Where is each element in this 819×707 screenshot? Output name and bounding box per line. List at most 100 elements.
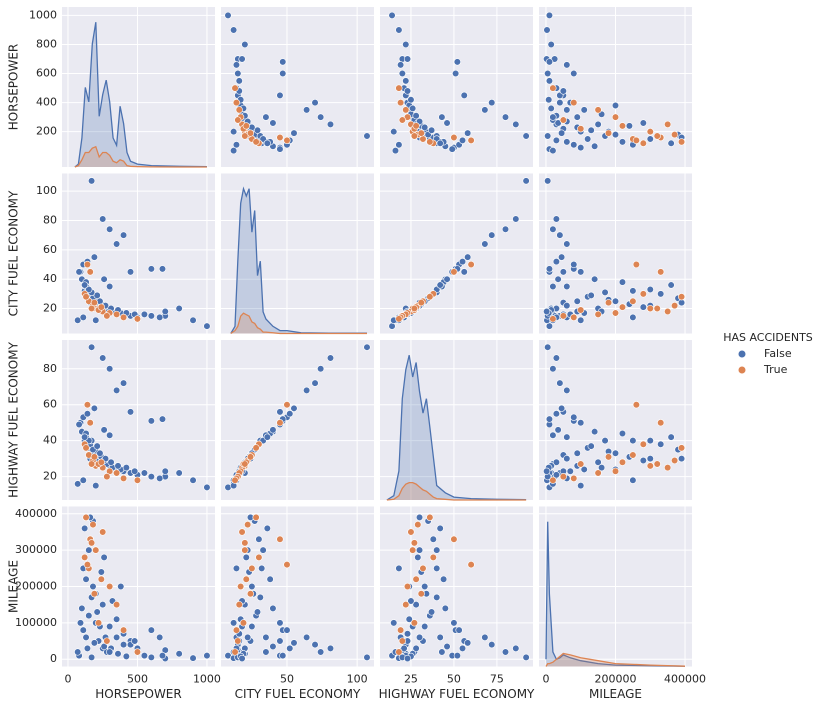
scatter-point: [76, 619, 85, 627]
x-tick-label: 75: [490, 673, 504, 686]
scatter-point: [563, 106, 571, 114]
scatter-point: [114, 462, 122, 470]
scatter-point: [189, 476, 197, 484]
scatter-point: [246, 590, 255, 598]
y-tick-label: 1000: [29, 8, 57, 21]
kde-line: [74, 145, 207, 168]
scatter-point: [262, 633, 270, 642]
scatter-point: [554, 275, 562, 283]
scatter-point: [632, 136, 640, 145]
y-tick-label: 400000: [15, 507, 57, 520]
panel: [380, 340, 533, 500]
panel: [62, 173, 215, 334]
scatter-point: [86, 268, 94, 276]
scatter-point: [276, 408, 284, 416]
scatter-point: [601, 288, 609, 296]
scatter-point: [591, 428, 599, 436]
scatter-point: [657, 268, 665, 276]
scatter-point: [231, 476, 239, 484]
scatter-point: [175, 469, 183, 477]
scatter-point: [629, 476, 637, 484]
scatter-point: [133, 476, 142, 484]
scatter-point: [577, 125, 585, 133]
scatter-point: [99, 354, 107, 362]
scatter-point: [82, 633, 90, 642]
scatter-point: [629, 287, 637, 295]
panel: [221, 7, 374, 167]
scatter-point: [421, 622, 429, 631]
x-tick-label: 400000: [664, 673, 706, 686]
scatter-point: [90, 404, 98, 412]
scatter-point: [224, 11, 232, 20]
scatter-point: [242, 553, 250, 562]
y-tick-label: 40: [43, 272, 57, 285]
scatter-point: [410, 132, 418, 140]
scatter-point: [460, 268, 468, 276]
scatter-point: [279, 651, 287, 660]
x-tick-label: 1000: [193, 673, 221, 686]
scatter-point: [253, 608, 262, 616]
scatter-point: [158, 415, 167, 423]
scatter-point: [234, 637, 242, 645]
scatter-point: [552, 257, 560, 266]
scatter-point: [74, 316, 82, 324]
scatter-point: [395, 141, 403, 149]
scatter-point: [147, 626, 155, 634]
scatter-point: [618, 278, 627, 286]
scatter-point: [97, 458, 105, 466]
scatter-point: [106, 622, 114, 631]
scatter-point: [556, 231, 564, 239]
scatter-point: [232, 141, 241, 149]
scatter-point: [407, 96, 415, 104]
scatter-point: [92, 546, 100, 554]
scatter-point: [646, 462, 654, 470]
scatter-point: [501, 113, 510, 121]
scatter-point: [412, 122, 420, 130]
scatter-point: [397, 99, 405, 107]
scatter-point: [156, 313, 164, 321]
scatter-point: [232, 61, 241, 69]
scatter-point: [119, 641, 128, 649]
scatter-point: [395, 26, 403, 34]
scatter-point: [458, 257, 467, 266]
scatter-point: [488, 641, 496, 649]
scatter-point: [587, 291, 595, 299]
scatter-point: [96, 449, 104, 457]
scatter-point: [632, 401, 640, 409]
scatter-point: [126, 268, 135, 276]
scatter-point: [263, 524, 271, 532]
scatter-point: [93, 291, 101, 299]
scatter-point: [113, 386, 121, 394]
scatter-point: [455, 626, 463, 634]
scatter-point: [74, 480, 82, 488]
scatter-point: [390, 619, 398, 627]
kde-area: [230, 188, 367, 334]
scatter-point: [436, 281, 444, 289]
scatter-point: [403, 87, 412, 95]
scatter-point: [234, 69, 242, 78]
scatter-point: [464, 129, 472, 137]
scatter-point: [618, 429, 627, 438]
scatter-point: [83, 644, 92, 652]
panel-content: [380, 173, 533, 334]
x-axis-label: CITY FUEL ECONOMY: [235, 687, 361, 701]
scatter-point: [664, 120, 672, 129]
scatter-point: [279, 58, 287, 66]
scatter-point: [231, 84, 239, 92]
scatter-point: [563, 282, 571, 291]
scatter-point: [594, 310, 602, 319]
scatter-point: [467, 260, 475, 269]
scatter-point: [290, 129, 298, 137]
scatter-point: [242, 575, 250, 583]
scatter-point: [133, 315, 142, 323]
scatter-point: [639, 440, 647, 448]
scatter-point: [438, 113, 446, 121]
scatter-point: [87, 304, 96, 313]
scatter-point: [629, 437, 637, 445]
scatter-point: [106, 225, 114, 233]
scatter-point: [552, 471, 560, 479]
scatter-point: [391, 146, 400, 155]
scatter-point: [242, 122, 250, 130]
scatter-point: [677, 444, 686, 452]
scatter-point: [549, 146, 557, 155]
